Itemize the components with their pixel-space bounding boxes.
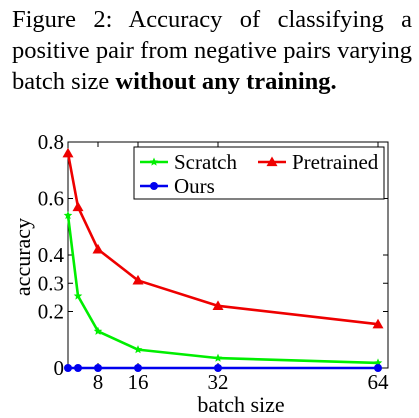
series-scratch [63, 210, 383, 367]
caption-prefix: Figure 2: [12, 6, 113, 33]
series-line-pretrained [66, 153, 379, 326]
caption-text: Accuracy of classifying a positive pair … [12, 6, 412, 95]
data-point-pretrained [62, 147, 74, 158]
y-axis-label: accuracy [10, 218, 35, 296]
data-point-scratch [63, 210, 73, 220]
series-line-scratch [66, 215, 379, 365]
data-point-scratch [73, 291, 83, 300]
data-point-pretrained [72, 201, 84, 212]
data-point-scratch [373, 358, 383, 367]
y-tick-label: 0.3 [38, 271, 64, 295]
y-tick-label: 0.2 [38, 300, 64, 324]
y-tick-label: 0.6 [38, 187, 64, 211]
legend-label-pretrained: Pretrained [292, 150, 379, 174]
data-point-ours [134, 364, 142, 372]
legend-marker-pretrained [266, 156, 278, 167]
data-point-pretrained [212, 300, 224, 310]
figure-caption: Figure 2: Accuracy of classifying a posi… [12, 4, 412, 97]
data-point-ours [94, 364, 102, 372]
y-tick-label: 0 [54, 356, 65, 380]
y-tick-label: 0.4 [38, 243, 65, 267]
x-axis-label: batch size [197, 392, 284, 417]
data-point-scratch [213, 353, 223, 362]
data-point-scratch [93, 326, 103, 335]
caption-bold-text: without any training. [115, 68, 337, 95]
data-point-ours [64, 364, 72, 372]
data-point-scratch [133, 345, 143, 354]
x-tick-label: 32 [208, 370, 229, 394]
legend-box [133, 146, 385, 200]
tick-label-layer: 0 0.2 0.3 0.4 0.6 0.8 8 16 32 64 [38, 130, 389, 394]
series-layer [62, 147, 384, 372]
legend-marker-scratch [149, 157, 159, 166]
data-point-pretrained [132, 274, 144, 285]
legend-label-ours: Ours [174, 174, 215, 198]
series-ours [64, 364, 382, 372]
legend-label-scratch: Scratch [174, 150, 237, 174]
y-tick-label: 0.8 [38, 130, 64, 154]
series-pretrained [62, 147, 384, 329]
data-point-pretrained [92, 243, 104, 254]
legend: Scratch Pretrained Ours [133, 146, 385, 200]
data-point-ours [214, 364, 222, 372]
x-tick-label: 16 [128, 370, 149, 394]
data-point-pretrained [372, 318, 384, 329]
data-point-ours [74, 364, 82, 372]
data-point-ours [374, 364, 382, 372]
legend-marker-ours [150, 182, 158, 190]
x-tick-label: 64 [368, 370, 390, 394]
x-tick-label: 8 [93, 370, 104, 394]
